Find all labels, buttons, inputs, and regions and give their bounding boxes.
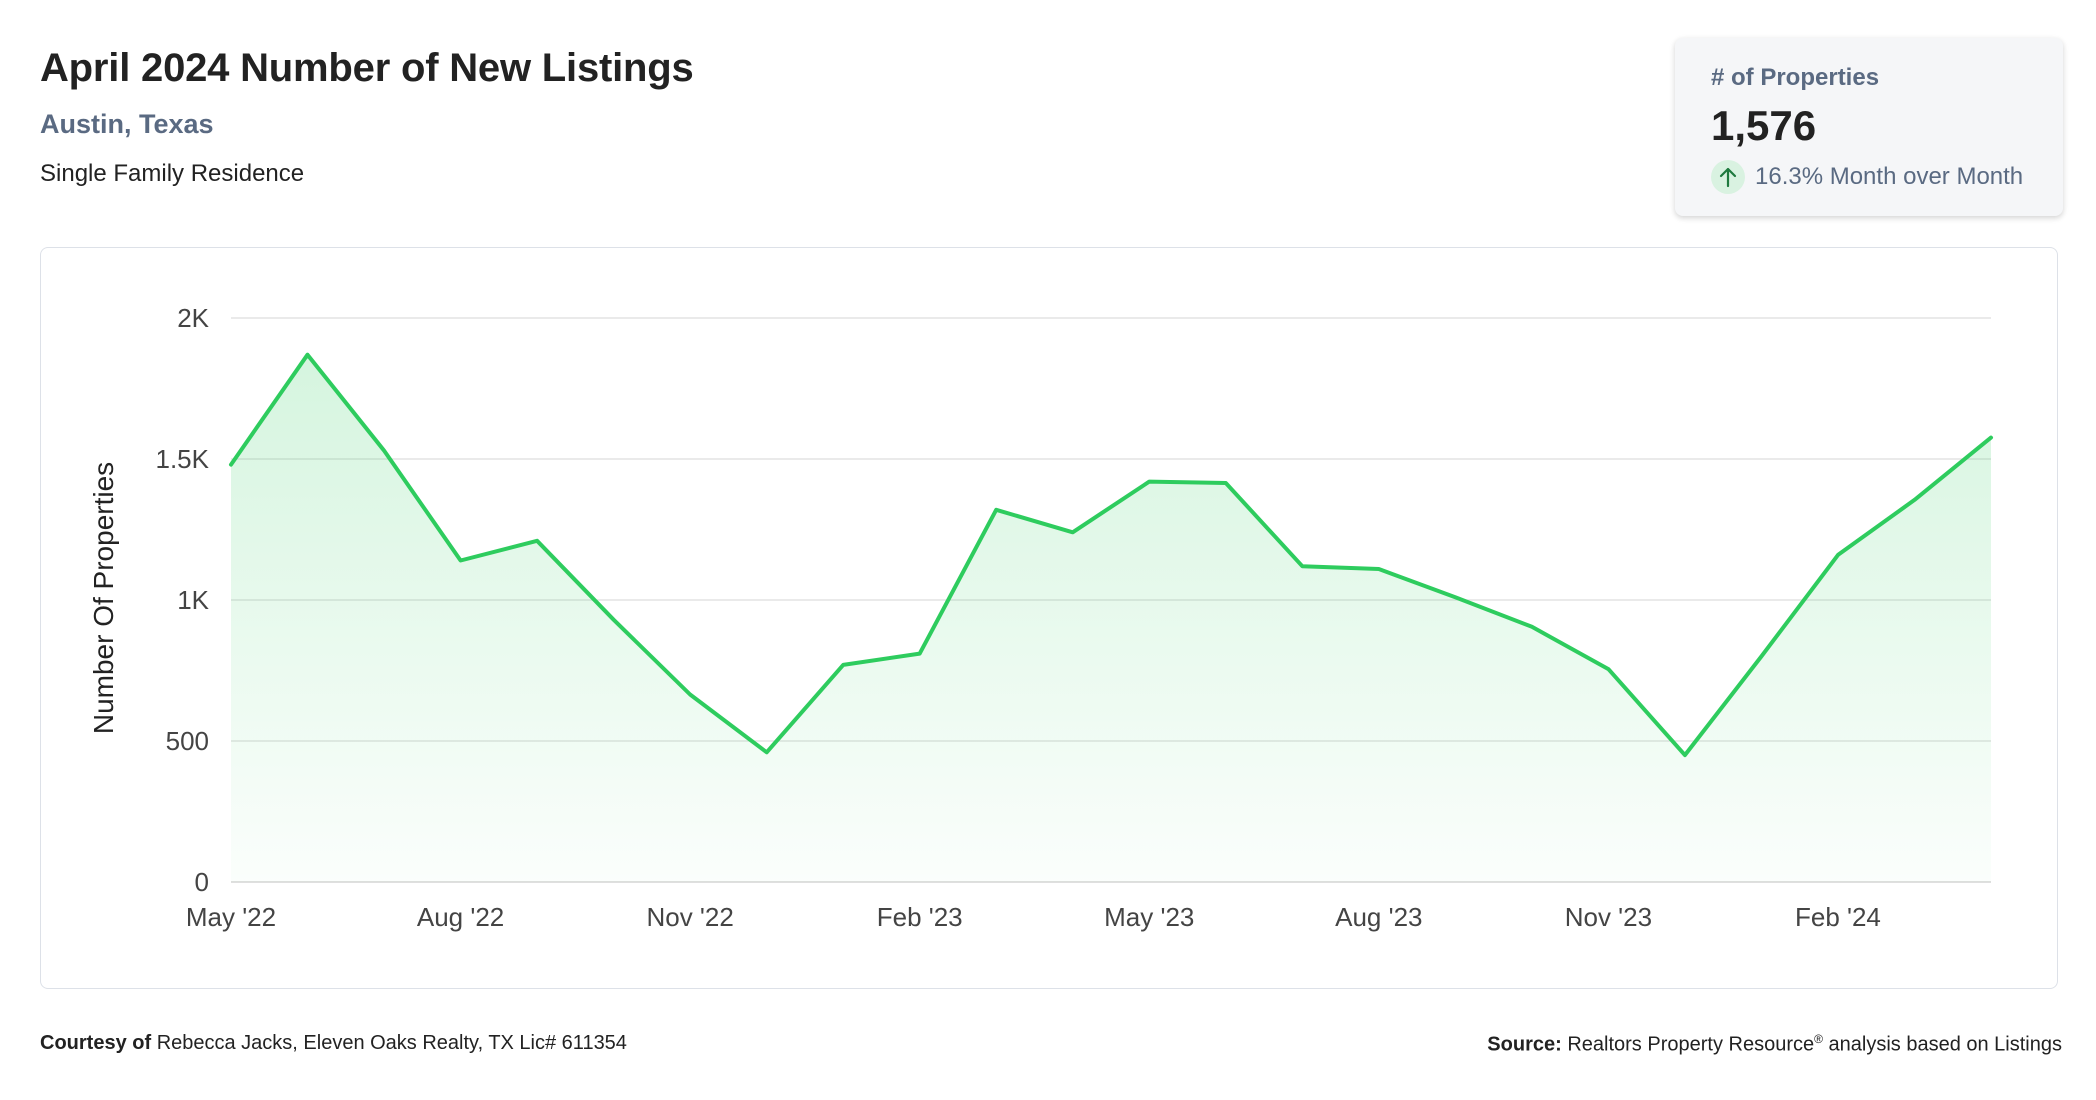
x-tick-label: Nov '23 — [1565, 902, 1652, 932]
x-tick-label: Feb '23 — [877, 902, 963, 932]
x-tick-label: Aug '22 — [417, 902, 504, 932]
registered-mark: ® — [1814, 1032, 1823, 1046]
y-tick-label: 2K — [177, 303, 209, 333]
source-text: analysis based on Listings — [1828, 1033, 2062, 1056]
y-tick-label: 0 — [195, 867, 209, 897]
property-type-label: Single Family Residence — [40, 160, 305, 187]
stat-value: 1,576 — [1711, 102, 1817, 149]
stat-card: # of Properties 1,576 16.3% Month over M… — [1675, 38, 2063, 216]
area-fill — [231, 354, 1991, 882]
source-footer: Source: Realtors Property Resource® anal… — [1487, 1032, 2062, 1057]
series-line — [229, 352, 1993, 758]
stat-change-text: 16.3% Month over Month — [1755, 163, 2024, 190]
page-title: April 2024 Number of New Listings — [40, 46, 694, 90]
chart-container: 0 500 1K 1.5K 2K May '22 Aug '22 Nov '22 Feb '2… — [40, 247, 2058, 989]
x-tick-label: Aug '23 — [1335, 902, 1422, 932]
y-tick-label: 1.5K — [156, 444, 210, 474]
y-axis-label: Number Of Properties — [88, 462, 119, 734]
source-name: Realtors Property Resource — [1567, 1033, 1815, 1056]
location-label: Austin, Texas — [40, 109, 214, 139]
courtesy-text: Rebecca Jacks, Eleven Oaks Realty, TX Li… — [156, 1032, 627, 1054]
stat-label: # of Properties — [1711, 64, 1880, 91]
y-tick-label: 500 — [166, 726, 209, 756]
x-tick-label: Nov '22 — [646, 902, 733, 932]
x-tick-label: Feb '24 — [1795, 902, 1881, 932]
x-tick-label: May '22 — [186, 902, 276, 932]
source-label: Source: — [1487, 1033, 1562, 1056]
x-tick-label: May '23 — [1104, 902, 1194, 932]
courtesy-footer: Courtesy of Rebecca Jacks, Eleven Oaks R… — [40, 1032, 627, 1055]
chart-svg: 0 500 1K 1.5K 2K May '22 Aug '22 Nov '22 Feb '2… — [88, 303, 1993, 932]
arrow-up-icon — [1711, 160, 1745, 194]
y-tick-label: 1K — [177, 585, 209, 615]
stat-change: 16.3% Month over Month — [1711, 160, 2023, 194]
courtesy-label: Courtesy of — [40, 1032, 152, 1054]
